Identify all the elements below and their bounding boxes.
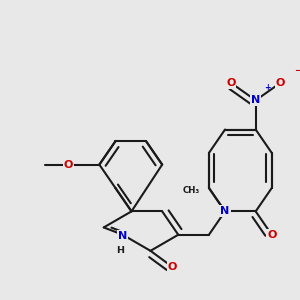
Text: H: H xyxy=(116,246,124,255)
Text: N: N xyxy=(251,95,260,105)
Text: N: N xyxy=(220,206,230,216)
Text: −: − xyxy=(294,66,300,75)
Text: N: N xyxy=(118,231,128,241)
Text: O: O xyxy=(267,230,277,240)
Text: O: O xyxy=(226,78,236,88)
Text: O: O xyxy=(168,262,177,272)
Text: CH₃: CH₃ xyxy=(183,186,200,195)
Text: +: + xyxy=(264,83,271,92)
Text: O: O xyxy=(276,78,285,88)
Text: O: O xyxy=(64,160,74,170)
